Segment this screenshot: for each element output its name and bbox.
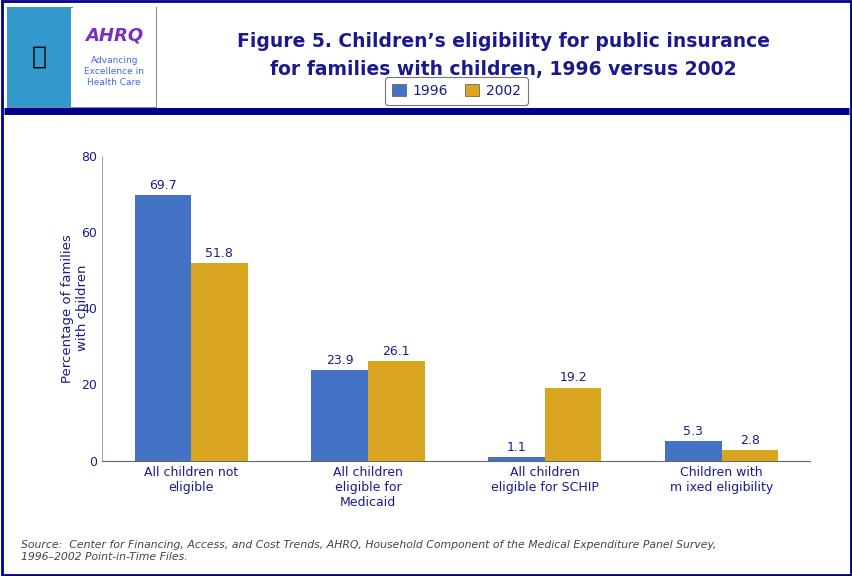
Text: 19.2: 19.2 — [559, 372, 586, 385]
Bar — [665, 441, 721, 461]
Text: 5.3: 5.3 — [682, 425, 702, 438]
Text: Figure 5. Children’s eligibility for public insurance
for families with children: Figure 5. Children’s eligibility for pub… — [237, 32, 769, 78]
Text: AHRQ: AHRQ — [85, 26, 143, 44]
Text: 23.9: 23.9 — [325, 354, 353, 366]
Bar — [191, 263, 247, 461]
Text: Advancing
Excellence in
Health Care: Advancing Excellence in Health Care — [84, 56, 144, 88]
Text: 🦅: 🦅 — [32, 45, 46, 69]
Bar — [311, 370, 367, 461]
Legend: 1996, 2002: 1996, 2002 — [384, 77, 527, 105]
Bar — [367, 361, 424, 461]
Text: 51.8: 51.8 — [205, 247, 233, 260]
Text: 2.8: 2.8 — [739, 434, 759, 447]
Text: Source:  Center for Financing, Access, and Cost Trends, AHRQ, Household Componen: Source: Center for Financing, Access, an… — [21, 540, 716, 562]
Bar — [487, 457, 544, 461]
Y-axis label: Percentage of families
with children: Percentage of families with children — [60, 234, 89, 382]
Bar — [544, 388, 601, 461]
Bar — [135, 195, 191, 461]
Bar — [721, 450, 777, 461]
Text: 1.1: 1.1 — [506, 441, 526, 453]
Text: 69.7: 69.7 — [149, 179, 176, 192]
Text: 26.1: 26.1 — [382, 345, 410, 358]
